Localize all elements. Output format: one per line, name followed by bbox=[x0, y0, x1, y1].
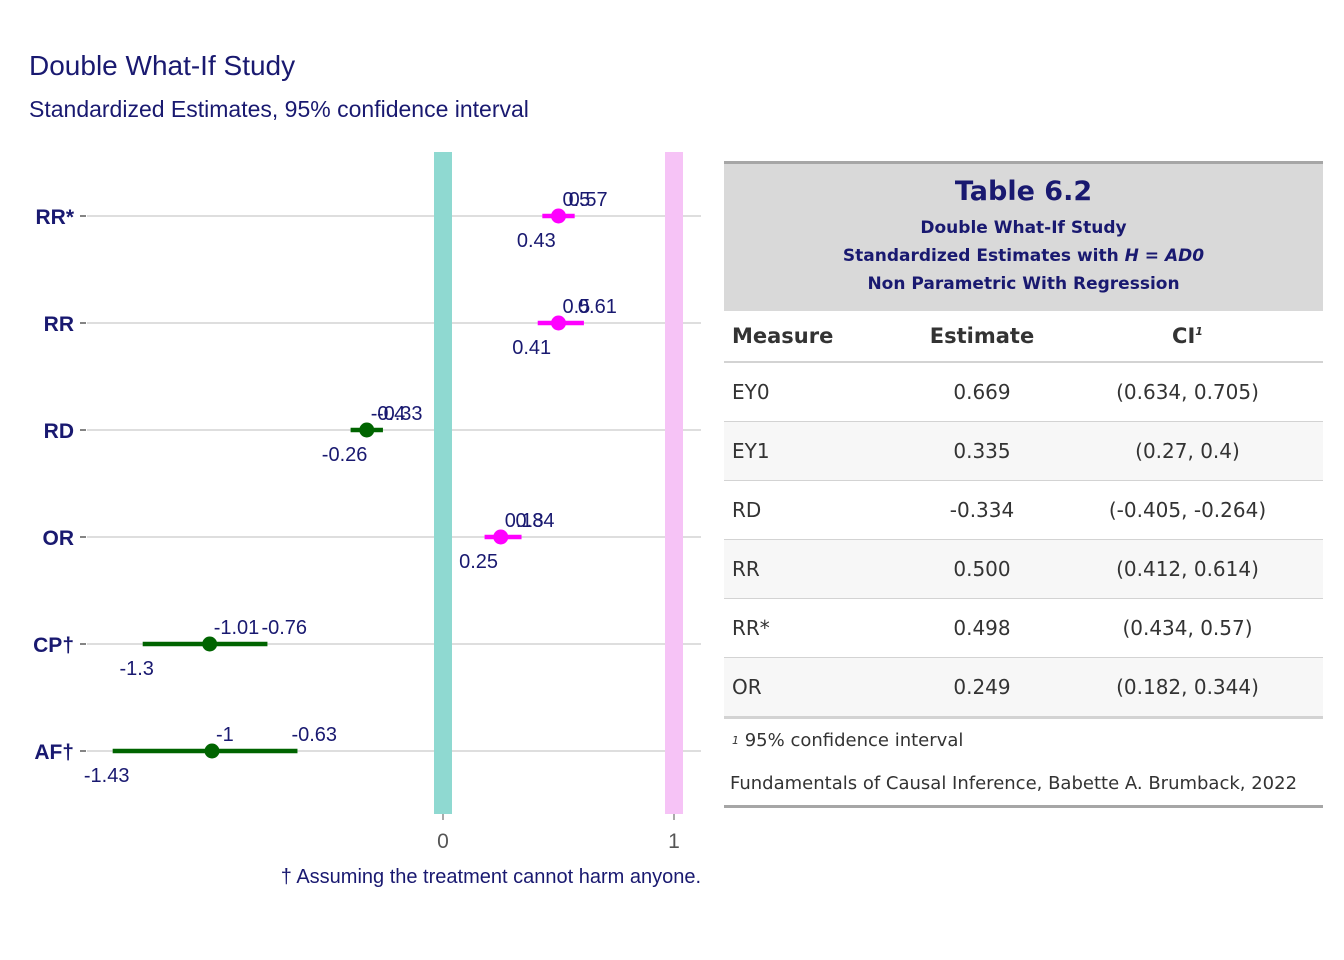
cell-measure: RD bbox=[732, 498, 762, 522]
column-header-ci: CI1 bbox=[1052, 324, 1323, 348]
table-row: EY0 0.669 (0.634, 0.705) bbox=[724, 363, 1323, 422]
cell-measure: RR bbox=[732, 557, 760, 581]
upper-label: 0.57 bbox=[569, 189, 608, 211]
y-tick-label: AF† bbox=[34, 741, 74, 764]
table-column-headers: Measure Estimate CI1 bbox=[724, 311, 1323, 363]
estimate-point bbox=[204, 743, 220, 759]
cell-estimate: -0.334 bbox=[949, 498, 1015, 522]
reference-band-1 bbox=[665, 152, 683, 814]
cell-measure: EY0 bbox=[732, 380, 770, 404]
cell-ci: (0.412, 0.614) bbox=[1116, 557, 1259, 581]
cell-ci: (0.27, 0.4) bbox=[1135, 439, 1240, 463]
estimate-label: -1.01 bbox=[214, 617, 260, 639]
results-table: Table 6.2 Double What-If Study Standardi… bbox=[724, 161, 1323, 808]
cell-estimate: 0.249 bbox=[953, 675, 1011, 699]
table-subtitle-1: Double What-If Study bbox=[920, 218, 1127, 238]
estimate-label: -0.4 bbox=[371, 403, 405, 425]
y-tick-label: OR bbox=[43, 527, 75, 550]
table-header: Table 6.2 Double What-If Study Standardi… bbox=[724, 161, 1323, 311]
table-footnote-mark: 1 bbox=[732, 733, 739, 747]
table-subtitle-2: Standardized Estimates with H = AD0 bbox=[724, 242, 1323, 270]
table-subtitle-3: Non Parametric With Regression bbox=[867, 274, 1180, 294]
chart-title: Double What-If Study bbox=[29, 50, 296, 81]
table-body: EY0 0.669 (0.634, 0.705) EY1 0.335 (0.27, 0.4… bbox=[724, 363, 1323, 717]
table-source: Fundamentals of Causal Inference, Babett… bbox=[724, 761, 1323, 808]
cell-ci: (0.434, 0.57) bbox=[1122, 616, 1253, 640]
cell-ci: (-0.405, -0.264) bbox=[1108, 498, 1267, 522]
column-header-measure: Measure bbox=[732, 324, 834, 348]
upper-label: -0.63 bbox=[291, 724, 337, 746]
table-footnote-text: 95% confidence interval bbox=[744, 729, 964, 751]
cell-measure: EY1 bbox=[732, 439, 770, 463]
table-subtitle-2-text: Standardized Estimates with bbox=[842, 246, 1125, 266]
table-row: RR 0.500 (0.412, 0.614) bbox=[724, 540, 1323, 599]
upper-label: -0.76 bbox=[261, 617, 307, 639]
forest-plot: 0 1RR*0.50.570.43RR0.50.610.41RD-0.4-0.33… bbox=[33, 152, 701, 853]
estimate-point bbox=[202, 636, 218, 652]
estimate-label: 0.5 bbox=[563, 296, 591, 318]
table-row: RD -0.334 (-0.405, -0.264) bbox=[724, 481, 1323, 540]
x-tick-label: 1 bbox=[668, 830, 680, 853]
table-title: Table 6.2 bbox=[954, 176, 1093, 207]
cell-measure: RR* bbox=[732, 616, 770, 640]
chart-subtitle: Standardized Estimates, 95% confidence i… bbox=[29, 96, 529, 122]
cell-ci: (0.634, 0.705) bbox=[1116, 380, 1259, 404]
estimate-point bbox=[359, 422, 375, 438]
cell-estimate: 0.669 bbox=[953, 380, 1011, 404]
estimate-label: 0.5 bbox=[563, 189, 591, 211]
x-tick-label: 0 bbox=[437, 830, 449, 853]
chart-footnote: † Assuming the treatment cannot harm any… bbox=[280, 866, 701, 888]
table-subtitle-2-formula: H = AD0 bbox=[1124, 246, 1205, 266]
lower-label: 0.41 bbox=[512, 337, 551, 359]
reference-band-0 bbox=[434, 152, 452, 814]
y-tick-label: RR bbox=[44, 313, 74, 336]
estimate-label: 0.18 bbox=[505, 510, 544, 532]
lower-label: -1.3 bbox=[119, 658, 153, 680]
y-tick-label: RD bbox=[44, 420, 74, 443]
upper-label: 0.61 bbox=[578, 296, 617, 318]
estimate-point bbox=[551, 315, 566, 331]
y-tick-label: RR* bbox=[35, 206, 74, 229]
cell-ci: (0.182, 0.344) bbox=[1116, 675, 1259, 699]
ci-footnote-mark: 1 bbox=[1195, 325, 1203, 338]
upper-label: -0.33 bbox=[377, 403, 423, 425]
cell-estimate: 0.498 bbox=[953, 616, 1011, 640]
table-footnote: 1 95% confidence interval bbox=[724, 719, 1323, 761]
estimate-point bbox=[551, 208, 566, 224]
cell-estimate: 0.335 bbox=[953, 439, 1011, 463]
column-header-ci-text: CI bbox=[1172, 324, 1196, 348]
lower-label: -0.26 bbox=[322, 444, 368, 466]
upper-label: 0.34 bbox=[516, 510, 555, 532]
column-header-estimate: Estimate bbox=[929, 324, 1035, 348]
cell-measure: OR bbox=[732, 675, 762, 699]
y-tick-label: CP† bbox=[33, 634, 74, 657]
lower-label: 0.25 bbox=[459, 551, 498, 573]
table-row: RR* 0.498 (0.434, 0.57) bbox=[724, 599, 1323, 658]
estimate-point bbox=[493, 529, 509, 545]
lower-label: 0.43 bbox=[517, 230, 556, 252]
cell-estimate: 0.500 bbox=[953, 557, 1011, 581]
table-row: EY1 0.335 (0.27, 0.4) bbox=[724, 422, 1323, 481]
lower-label: -1.43 bbox=[84, 765, 130, 787]
estimate-label: -1 bbox=[216, 724, 234, 746]
table-row: OR 0.249 (0.182, 0.344) bbox=[724, 658, 1323, 717]
